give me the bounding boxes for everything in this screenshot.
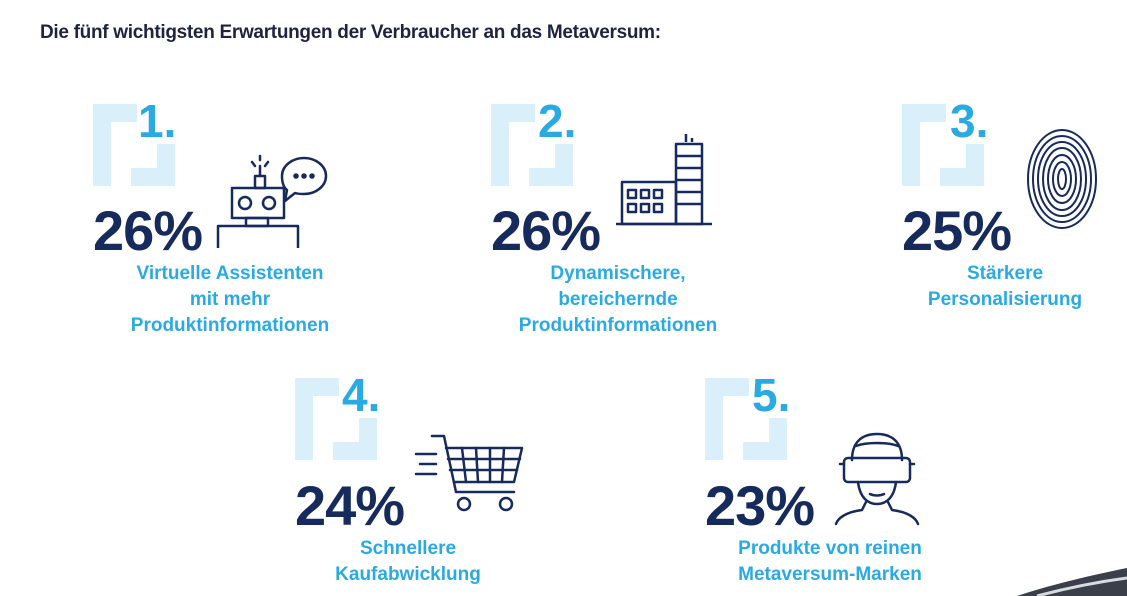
label-line: Personalisierung <box>927 289 1083 310</box>
label-line: Dynamischere, <box>550 263 686 284</box>
label-line: Kaufabwicklung <box>335 564 481 585</box>
factory-icon <box>616 134 712 226</box>
bracket-decoration <box>295 378 377 460</box>
percent-value: 26% <box>93 199 203 262</box>
robot-assistant-icon <box>216 154 328 248</box>
percent-value: 24% <box>295 474 405 537</box>
rank-number: 1. <box>138 95 177 147</box>
percent-value: 26% <box>491 199 601 262</box>
bracket-decoration <box>93 104 175 186</box>
bracket-decoration <box>491 104 573 186</box>
label-line: Produktinformationen <box>130 315 330 336</box>
corner-decoration <box>1017 568 1127 596</box>
expectation-label: Schnellere Kaufabwicklung <box>258 536 558 588</box>
percent-value: 25% <box>902 199 1012 262</box>
rank-number: 4. <box>342 369 381 421</box>
label-line: Virtuelle Assistenten <box>136 263 324 284</box>
label-line: mit mehr <box>189 289 271 310</box>
bracket-decoration <box>902 104 984 186</box>
vr-headset-icon <box>834 432 920 526</box>
expectation-label: Dynamischere, bereichernde Produktinform… <box>468 261 768 339</box>
bracket-decoration <box>705 378 787 460</box>
rank-number: 3. <box>950 95 989 147</box>
rank-number: 2. <box>538 95 577 147</box>
shopping-cart-icon <box>414 434 524 512</box>
expectation-label: Produkte von reinen Metaversum-Marken <box>680 536 980 588</box>
label-line: bereichernde <box>558 289 678 310</box>
expectation-label: Virtuelle Assistenten mit mehr Produktin… <box>80 261 380 339</box>
percent-value: 23% <box>705 474 815 537</box>
label-line: Produktinformationen <box>518 315 718 336</box>
label-line: Metaversum-Marken <box>738 564 922 585</box>
page-title: Die fünf wichtigsten Erwartungen der Ver… <box>40 22 661 43</box>
expectation-label: Stärkere Personalisierung <box>890 261 1120 313</box>
label-line: Produkte von reinen <box>738 538 922 559</box>
rank-number: 5. <box>752 369 791 421</box>
fingerprint-icon <box>1027 129 1097 229</box>
label-line: Schnellere <box>359 538 457 559</box>
label-line: Stärkere <box>966 263 1044 284</box>
